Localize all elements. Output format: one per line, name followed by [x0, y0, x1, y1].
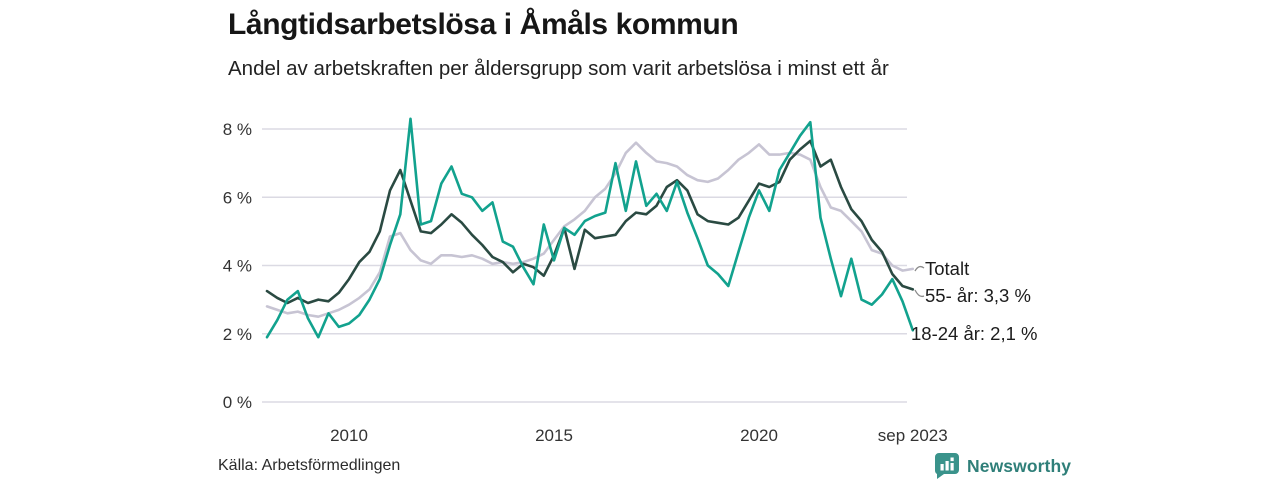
series-label-totalt: Totalt	[925, 258, 970, 279]
series-line-18-24-ar	[265, 117, 915, 339]
brand-logo: Newsworthy	[934, 452, 1071, 480]
leader-line-55-ar	[914, 289, 925, 298]
y-tick-label: 6 %	[223, 188, 252, 207]
source-note: Källa: Arbetsförmedlingen	[218, 457, 401, 474]
series-line-totalt	[265, 141, 915, 319]
y-tick-label: 0 %	[223, 393, 252, 412]
series-label-18-24-ar: 18-24 år: 2,1 %	[911, 323, 1038, 344]
y-tick-label: 8 %	[223, 120, 252, 139]
y-tick-label: 4 %	[223, 257, 252, 276]
series-label-55-ar: 55- år: 3,3 %	[925, 285, 1031, 306]
x-tick-label: 2015	[535, 426, 573, 445]
newsworthy-icon	[935, 453, 959, 479]
series-line-55-ar	[265, 139, 915, 305]
brand-name: Newsworthy	[967, 455, 1072, 476]
x-tick-label: 2020	[740, 426, 778, 445]
x-tick-label: sep 2023	[878, 426, 948, 445]
y-tick-label: 2 %	[223, 325, 252, 344]
chart-subtitle: Andel av arbetskraften per åldersgrupp s…	[228, 57, 889, 80]
leader-line-totalt	[914, 265, 925, 272]
x-tick-label: 2010	[330, 426, 368, 445]
chart-title: Långtidsarbetslösa i Åmåls kommun	[228, 8, 739, 41]
